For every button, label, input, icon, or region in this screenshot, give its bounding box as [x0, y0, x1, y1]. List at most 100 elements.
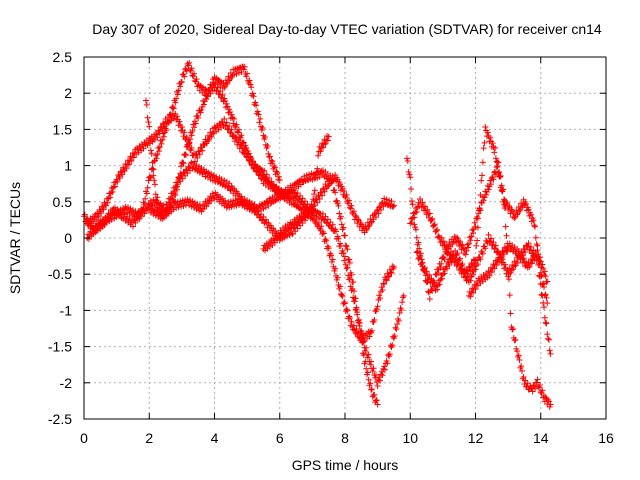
data-point — [312, 174, 319, 181]
data-point — [170, 105, 177, 112]
data-point — [404, 157, 411, 164]
x-tick-label: 8 — [341, 430, 349, 446]
data-point — [385, 272, 392, 279]
data-point — [430, 279, 437, 286]
data-point — [381, 281, 388, 288]
data-point — [374, 401, 381, 408]
data-point — [316, 195, 323, 202]
data-point — [178, 78, 185, 85]
data-point — [536, 381, 543, 388]
data-point — [542, 273, 549, 280]
data-point — [107, 194, 114, 201]
data-point — [486, 272, 493, 279]
data-point — [147, 173, 154, 180]
data-point — [390, 202, 397, 209]
data-point — [311, 191, 318, 198]
data-point — [419, 199, 426, 206]
data-point — [343, 191, 350, 198]
data-point — [175, 87, 182, 94]
data-point — [338, 291, 345, 298]
data-point — [470, 230, 477, 237]
data-point — [384, 360, 391, 367]
data-point — [128, 158, 135, 165]
data-point — [510, 325, 517, 332]
data-point — [536, 384, 543, 391]
data-point — [398, 306, 405, 313]
data-point — [363, 226, 370, 233]
data-point — [364, 369, 371, 376]
data-point — [291, 189, 298, 196]
data-point — [418, 260, 425, 267]
data-point — [485, 231, 492, 238]
data-point — [496, 258, 503, 265]
data-point — [372, 372, 379, 379]
data-point — [487, 181, 494, 188]
data-point — [394, 320, 401, 327]
data-point — [249, 158, 256, 165]
data-point — [149, 165, 156, 172]
data-point — [417, 250, 424, 257]
data-point — [319, 229, 326, 236]
data-point — [198, 106, 205, 113]
data-point — [514, 348, 521, 355]
data-point — [463, 248, 470, 255]
data-point — [501, 251, 508, 258]
data-point — [448, 258, 455, 265]
data-point — [173, 183, 180, 190]
data-point — [352, 212, 359, 219]
data-point — [409, 201, 416, 208]
data-point — [189, 128, 196, 134]
data-point — [183, 134, 190, 141]
data-point — [223, 100, 230, 107]
data-point — [351, 298, 358, 305]
data-point — [348, 318, 355, 325]
data-point — [535, 251, 542, 258]
data-point — [428, 217, 435, 224]
data-point — [467, 237, 474, 244]
data-point — [500, 198, 507, 205]
data-point — [523, 200, 530, 207]
data-point — [188, 65, 195, 72]
data-point — [405, 169, 412, 176]
data-point — [255, 111, 262, 118]
data-point — [471, 219, 478, 226]
data-point — [479, 172, 486, 179]
data-point — [539, 387, 546, 394]
data-point — [343, 306, 350, 313]
data-point — [501, 244, 508, 251]
data-point — [408, 186, 415, 193]
data-point — [367, 380, 374, 387]
data-point — [537, 280, 544, 287]
series-arc-6 — [260, 133, 332, 254]
data-point — [392, 324, 399, 331]
data-point — [462, 251, 469, 258]
data-point — [221, 95, 228, 102]
data-point — [151, 177, 158, 184]
data-point — [518, 367, 525, 374]
data-point — [503, 232, 510, 239]
data-point — [389, 342, 396, 349]
data-point — [158, 140, 165, 147]
data-point — [182, 152, 189, 159]
data-point — [244, 70, 251, 77]
data-point — [186, 139, 193, 146]
data-point — [145, 119, 152, 126]
data-point — [390, 203, 397, 210]
data-point — [501, 201, 508, 208]
data-point — [482, 245, 489, 252]
data-point — [219, 91, 226, 98]
data-point — [544, 331, 551, 338]
data-point — [186, 164, 193, 171]
data-point — [467, 266, 474, 273]
data-point — [395, 317, 402, 324]
data-point — [532, 223, 539, 230]
data-point — [316, 210, 323, 217]
data-point — [318, 223, 325, 230]
data-point — [387, 269, 394, 276]
data-point — [429, 287, 436, 294]
data-point — [146, 123, 153, 130]
data-point — [511, 215, 518, 222]
data-point — [322, 141, 329, 148]
data-point — [152, 131, 159, 138]
